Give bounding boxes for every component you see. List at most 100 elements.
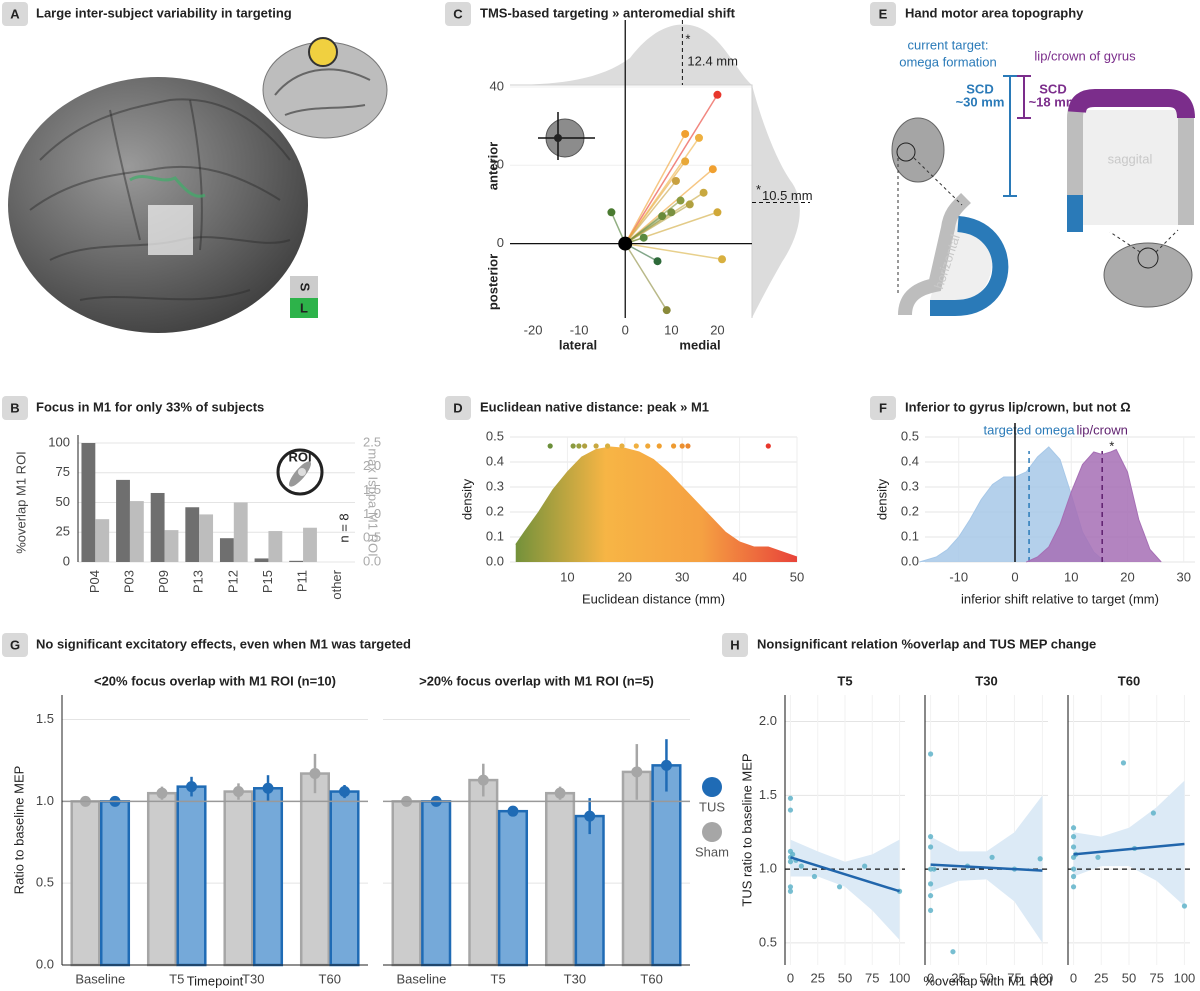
point bbox=[927, 751, 934, 757]
bar bbox=[468, 778, 499, 967]
shift-vector bbox=[625, 242, 723, 261]
label: omega formation bbox=[899, 54, 997, 69]
y-tick-label: 1.0 bbox=[759, 861, 777, 876]
bar bbox=[129, 501, 144, 562]
panel-letter: A bbox=[10, 6, 20, 21]
x-tick-label: T5 bbox=[169, 971, 184, 986]
bar bbox=[421, 800, 452, 967]
legend-label: Sham bbox=[695, 844, 729, 859]
x-tick-label: 30 bbox=[1177, 569, 1191, 584]
panel-badge bbox=[445, 2, 471, 26]
y-tick-label: 0.0 bbox=[363, 553, 381, 568]
bar bbox=[100, 800, 131, 967]
y-axis-label: posterior bbox=[485, 254, 500, 310]
label: SCD bbox=[1039, 81, 1066, 96]
point bbox=[718, 255, 727, 264]
x-tick-label: P09 bbox=[156, 570, 171, 593]
y-tick-label: 2.0 bbox=[363, 458, 381, 473]
point bbox=[1070, 873, 1077, 880]
legend-marker bbox=[702, 822, 722, 842]
mean-dot bbox=[186, 781, 198, 793]
point bbox=[1070, 825, 1077, 831]
y-tick-label: 0.5 bbox=[36, 875, 54, 890]
significance: * bbox=[756, 182, 761, 197]
scale-bar bbox=[1017, 75, 1031, 119]
orientation-box bbox=[290, 276, 318, 298]
zoom-lines bbox=[897, 157, 963, 295]
label: ~30 mm bbox=[956, 94, 1005, 109]
x-tick-label: 75 bbox=[865, 970, 879, 985]
x-tick-label: T60 bbox=[319, 971, 341, 986]
y-tick-label: 0.2 bbox=[486, 503, 504, 518]
mean-dot bbox=[477, 774, 489, 786]
bar bbox=[253, 787, 284, 967]
shift-vector bbox=[624, 133, 686, 244]
point bbox=[1037, 856, 1043, 862]
point bbox=[639, 233, 648, 242]
x-tick-label: other bbox=[329, 569, 344, 599]
panel-badge bbox=[2, 633, 28, 657]
facet-title: <20% focus overlap with M1 ROI (n=10) bbox=[94, 673, 336, 688]
y-tick-label: 1.5 bbox=[363, 482, 381, 497]
y-tick-label: 100 bbox=[48, 434, 70, 449]
density-area bbox=[1026, 449, 1162, 562]
y-axis-label: anterior bbox=[485, 142, 500, 190]
facet-title: T5 bbox=[837, 673, 852, 688]
shift-vector bbox=[624, 160, 686, 245]
point bbox=[787, 795, 794, 801]
facet-title: T30 bbox=[975, 673, 997, 688]
rug-point bbox=[685, 443, 691, 449]
x-tick-label: 10 bbox=[1064, 569, 1078, 584]
x-tick-label: 0 bbox=[1011, 569, 1018, 584]
panel-title: Nonsignificant relation %overlap and TUS… bbox=[757, 636, 1096, 651]
x-tick-label: 50 bbox=[979, 970, 993, 985]
point bbox=[787, 807, 794, 813]
panel-badge bbox=[2, 396, 28, 420]
bar bbox=[329, 790, 360, 967]
x-tick-label: 100 bbox=[1174, 970, 1196, 985]
panel-e: E Hand motor area topography current tar… bbox=[870, 2, 1195, 316]
point bbox=[1150, 810, 1156, 816]
y-tick-label: 0.5 bbox=[759, 934, 777, 949]
rug-point bbox=[670, 443, 677, 449]
significance: * bbox=[685, 31, 690, 46]
y-tick-label: 1.5 bbox=[759, 787, 777, 802]
y-tick-label: 2.5 bbox=[363, 434, 381, 449]
legend-label: TUS bbox=[699, 799, 725, 814]
bar bbox=[185, 507, 200, 562]
bar bbox=[150, 492, 165, 562]
y-axis-label: density bbox=[459, 478, 474, 520]
x-tick-label: P13 bbox=[191, 570, 206, 593]
zoom-lines bbox=[1109, 229, 1179, 253]
shift-vector bbox=[624, 94, 719, 244]
panel-badge bbox=[2, 2, 28, 26]
marginal-density bbox=[752, 85, 800, 318]
bar bbox=[254, 558, 269, 562]
density-area bbox=[515, 447, 797, 562]
point bbox=[1070, 884, 1077, 890]
point bbox=[713, 90, 722, 99]
y-tick-label: 0.0 bbox=[901, 553, 919, 568]
x-tick-label: 0 bbox=[1070, 970, 1077, 985]
point bbox=[950, 949, 956, 955]
x-tick-label: 50 bbox=[838, 970, 852, 985]
sulci bbox=[274, 68, 371, 116]
sulci bbox=[29, 98, 291, 301]
axial-brain bbox=[891, 117, 945, 183]
x-tick-label: 10 bbox=[664, 322, 678, 337]
y-tick-label: 0.3 bbox=[901, 478, 919, 493]
rug-point bbox=[679, 443, 685, 449]
frame bbox=[510, 84, 753, 318]
bar bbox=[176, 785, 207, 967]
marginal-density bbox=[515, 24, 752, 85]
y-tick-label: 0.0 bbox=[36, 956, 54, 971]
panel-badge bbox=[445, 396, 471, 420]
x-tick-label: 50 bbox=[1122, 970, 1136, 985]
series-label: targeted omega bbox=[984, 422, 1076, 437]
facet-title: T60 bbox=[1118, 673, 1140, 688]
panel-a: A Large inter-subject variability in tar… bbox=[2, 2, 388, 333]
y-tick-label: 0.5 bbox=[901, 428, 919, 443]
rug-point bbox=[582, 443, 588, 449]
y-tick-label: 1.5 bbox=[36, 711, 54, 726]
